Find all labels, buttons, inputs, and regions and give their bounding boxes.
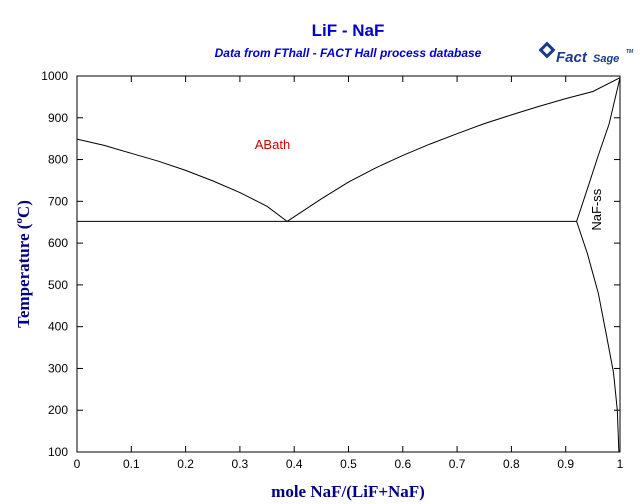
logo-trademark: TM — [626, 49, 634, 55]
region-label: ABath — [255, 137, 290, 152]
y-tick-label: 800 — [48, 153, 68, 167]
x-tick-label: 0.7 — [449, 457, 466, 471]
y-tick-label: 900 — [48, 111, 68, 125]
factsage-logo-icon — [538, 41, 556, 59]
y-axis-label-main: Temperature ( — [14, 223, 33, 328]
y-axis: 100 200 300 400 500 600 700 800 900 1000 — [41, 69, 620, 459]
x-tick-label: 0.8 — [503, 457, 520, 471]
x-tick-label: 0.1 — [123, 457, 140, 471]
phase-boundary-line — [286, 77, 621, 222]
y-tick-label: 100 — [48, 445, 68, 459]
chart-subtitle: Data from FThall - FACT Hall process dat… — [215, 46, 482, 60]
phase-boundary-line — [576, 221, 620, 453]
x-tick-label: 0.2 — [177, 457, 194, 471]
x-axis-label: mole NaF/(LiF+NaF) — [271, 482, 425, 501]
y-axis-label-degree: o — [13, 218, 25, 224]
x-tick-label: 0.9 — [557, 457, 574, 471]
y-tick-label: 700 — [48, 194, 68, 208]
y-axis-label-unit: C) — [14, 200, 33, 218]
y-tick-label: 1000 — [41, 69, 68, 83]
logo-word-fact: Fact — [556, 49, 588, 66]
x-tick-label: 0.3 — [232, 457, 249, 471]
y-tick-label: 300 — [48, 361, 68, 375]
x-tick-label: 0.6 — [394, 457, 411, 471]
region-labels: ABath NaF-ss — [255, 137, 604, 231]
x-tick-label: 0.4 — [286, 457, 303, 471]
x-tick-label: 1 — [617, 457, 624, 471]
phase-boundaries — [76, 77, 621, 453]
x-tick-label: 0 — [74, 457, 81, 471]
y-tick-label: 600 — [48, 236, 68, 250]
logo-word-sage: Sage — [593, 53, 619, 65]
x-tick-label: 0.5 — [340, 457, 357, 471]
y-tick-label: 500 — [48, 278, 68, 292]
phase-boundary-line — [76, 138, 288, 222]
y-tick-label: 200 — [48, 403, 68, 417]
logo: Fact Sage TM — [538, 41, 634, 66]
region-label: NaF-ss — [589, 188, 604, 230]
chart-title: LiF - NaF — [312, 21, 385, 40]
plot-area — [76, 75, 621, 453]
y-tick-label: 400 — [48, 320, 68, 334]
phase-boundary-line — [576, 77, 621, 222]
x-axis: 0 0.1 0.2 0.3 0.4 0.5 0.6 0.7 0.8 0.9 1 — [74, 76, 624, 471]
y-axis-label: Temperature (oC) — [13, 200, 33, 328]
